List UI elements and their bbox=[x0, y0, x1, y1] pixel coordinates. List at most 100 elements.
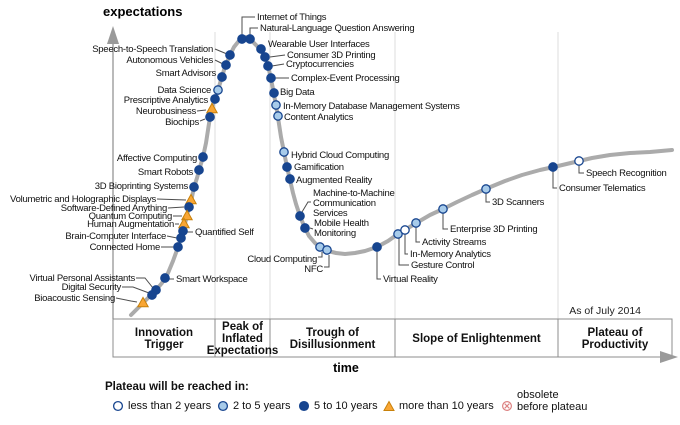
legend-item-label-line1: obsolete bbox=[517, 389, 559, 401]
y-axis-label: expectations bbox=[103, 4, 182, 19]
leader-virtual-reality bbox=[376, 251, 381, 280]
label-virtual-reality: Virtual Reality bbox=[383, 274, 438, 285]
label-gamification: Gamification bbox=[294, 162, 344, 173]
label-quantified-self: Quantified Self bbox=[195, 227, 254, 238]
legend-item-label-line2: before plateau bbox=[517, 401, 588, 413]
label-volumetric-and-holographic-displays: Volumetric and Holographic Displays bbox=[10, 194, 156, 205]
legend-item-2-to-5-years: 2 to 5 years bbox=[217, 400, 290, 412]
label-big-data: Big Data bbox=[280, 87, 315, 98]
label-wearable-user-interfaces: Wearable User Interfaces bbox=[268, 39, 370, 50]
leader-consumer-3d-printing bbox=[269, 54, 286, 58]
label-in-memory-database-management-systems: In-Memory Database Management Systems bbox=[283, 101, 460, 112]
label-augmented-reality: Augmented Reality bbox=[296, 175, 373, 186]
point-wearable-user-interfaces-marker-icon bbox=[256, 44, 266, 54]
point-affective-computing-marker-icon bbox=[198, 152, 208, 162]
point-connected-home-marker-icon bbox=[173, 242, 183, 252]
leader-brain-computer-interface bbox=[166, 235, 178, 239]
label-connected-home: Connected Home bbox=[90, 242, 160, 253]
point-3d-bioprinting-systems-marker-icon bbox=[189, 182, 199, 192]
phase-label-slope-of-enlightenment: Slope of Enlightenment bbox=[412, 333, 541, 345]
label-neurobusiness: Neurobusiness bbox=[136, 106, 197, 117]
point-machine-to-machine-communication-services-marker-icon bbox=[295, 211, 305, 221]
point-complex-event-processing-marker-icon bbox=[266, 73, 276, 83]
leader-digital-security bbox=[122, 286, 150, 294]
leader-activity-streams bbox=[415, 227, 420, 243]
point-autonomous-vehicles-marker-icon bbox=[221, 60, 231, 70]
leader-volumetric-and-holographic-displays bbox=[156, 198, 187, 201]
point-3d-scanners-marker-icon bbox=[481, 184, 491, 194]
legend-item-label: more than 10 years bbox=[399, 400, 494, 412]
point-activity-streams-marker-icon bbox=[411, 218, 421, 228]
label-complex-event-processing: Complex-Event Processing bbox=[291, 73, 400, 84]
label-smart-robots: Smart Robots bbox=[138, 167, 194, 178]
label-mobile-health-monitoring: Mobile Health Monitoring bbox=[314, 218, 369, 239]
phase-label-plateau-of-productivity: Plateau of Productivity bbox=[582, 327, 649, 351]
leader-enterprise-3d-printing bbox=[442, 213, 448, 230]
point-internet-of-things-marker-icon bbox=[237, 34, 247, 44]
point-gesture-control-marker-icon bbox=[393, 229, 403, 239]
point-in-memory-database-management-systems-marker-icon bbox=[271, 100, 281, 110]
leader-cloud-computing bbox=[318, 252, 323, 258]
leader-software-defined-anything bbox=[167, 206, 185, 209]
label-virtual-personal-assistants: Virtual Personal Assistants bbox=[29, 273, 135, 284]
point-big-data-marker-icon bbox=[269, 88, 279, 98]
point-speech-to-speech-translation-marker-icon bbox=[225, 50, 235, 60]
point-virtual-reality-marker-icon bbox=[372, 242, 382, 252]
leader-bioacoustic-sensing bbox=[115, 297, 138, 303]
obsolete-before-plateau-icon bbox=[501, 400, 513, 412]
label-smart-workspace: Smart Workspace bbox=[176, 274, 248, 285]
legend-item-obsolete-before-plateau: obsolete before plateau bbox=[501, 389, 587, 413]
label-3d-scanners: 3D Scanners bbox=[492, 197, 545, 208]
leader-virtual-personal-assistants bbox=[136, 277, 154, 289]
phase-label-trough-of-disillusionment: Trough of Disillusionment bbox=[290, 327, 376, 351]
label-content-analytics: Content Analytics bbox=[284, 112, 354, 123]
legend-title: Plateau will be reached in: bbox=[105, 381, 249, 393]
phase-label-peak-of-inflated-expectations: Peak of Inflated Expectations bbox=[207, 321, 279, 357]
label-data-science: Data Science bbox=[157, 85, 211, 96]
point-hybrid-cloud-computing-marker-icon bbox=[279, 147, 289, 157]
label-cloud-computing: Cloud Computing bbox=[247, 254, 317, 265]
point-volumetric-and-holographic-displays-marker-icon bbox=[184, 193, 198, 205]
point-brain-computer-interface-marker-icon bbox=[176, 233, 186, 243]
point-content-analytics-marker-icon bbox=[273, 111, 283, 121]
less-than-2-years-icon bbox=[112, 400, 124, 412]
point-natural-language-question-answering-marker-icon bbox=[245, 34, 255, 44]
point-nfc-marker-icon bbox=[322, 245, 332, 255]
point-neurobusiness-marker-icon bbox=[205, 102, 219, 114]
label-consumer-3d-printing: Consumer 3D Printing bbox=[287, 50, 375, 61]
point-data-science-marker-icon bbox=[213, 85, 223, 95]
label-consumer-telematics: Consumer Telematics bbox=[559, 183, 646, 194]
leader-gesture-control bbox=[398, 238, 409, 266]
point-cryptocurrencies-marker-icon bbox=[263, 61, 273, 71]
label-digital-security: Digital Security bbox=[62, 282, 122, 293]
legend-item-less-than-2-years: less than 2 years bbox=[112, 400, 211, 412]
label-nfc: NFC bbox=[304, 264, 323, 275]
leader-machine-to-machine-communication-services bbox=[301, 201, 311, 213]
leader-cryptocurrencies bbox=[271, 63, 285, 67]
label-speech-to-speech-translation: Speech-to-Speech Translation bbox=[92, 44, 213, 55]
leader-neurobusiness bbox=[196, 109, 207, 112]
leader-biochips bbox=[199, 118, 206, 122]
label-software-defined-anything: Software-Defined Anything bbox=[61, 203, 167, 214]
leader-nfc bbox=[324, 255, 330, 268]
2-to-5-years-icon bbox=[217, 400, 229, 412]
point-smart-advisors-marker-icon bbox=[217, 72, 227, 82]
point-bioacoustic-sensing-marker-icon bbox=[136, 296, 150, 308]
hype-cycle-plot: Innovation Trigger Peak of Inflated Expectat… bbox=[10, 4, 678, 375]
leader-in-memory-analytics bbox=[404, 234, 408, 255]
point-biochips-marker-icon bbox=[205, 112, 215, 122]
label-in-memory-analytics: In-Memory Analytics bbox=[410, 249, 491, 260]
legend-item-label: 2 to 5 years bbox=[233, 400, 291, 412]
point-smart-workspace-marker-icon bbox=[160, 273, 170, 283]
legend-item-label: 5 to 10 years bbox=[314, 400, 378, 412]
point-digital-security-marker-icon bbox=[147, 290, 157, 300]
leader-internet-of-things bbox=[241, 16, 255, 35]
leader-speech-recognition bbox=[578, 165, 584, 174]
label-autonomous-vehicles: Autonomous Vehicles bbox=[126, 55, 213, 66]
label-speech-recognition: Speech Recognition bbox=[586, 168, 667, 179]
point-augmented-reality-marker-icon bbox=[285, 174, 295, 184]
label-quantum-computing: Quantum Computing bbox=[89, 211, 172, 222]
label-activity-streams: Activity Streams bbox=[422, 237, 487, 248]
more-than-10-years-icon bbox=[383, 400, 395, 412]
as-of-date: As of July 2014 bbox=[569, 305, 641, 317]
